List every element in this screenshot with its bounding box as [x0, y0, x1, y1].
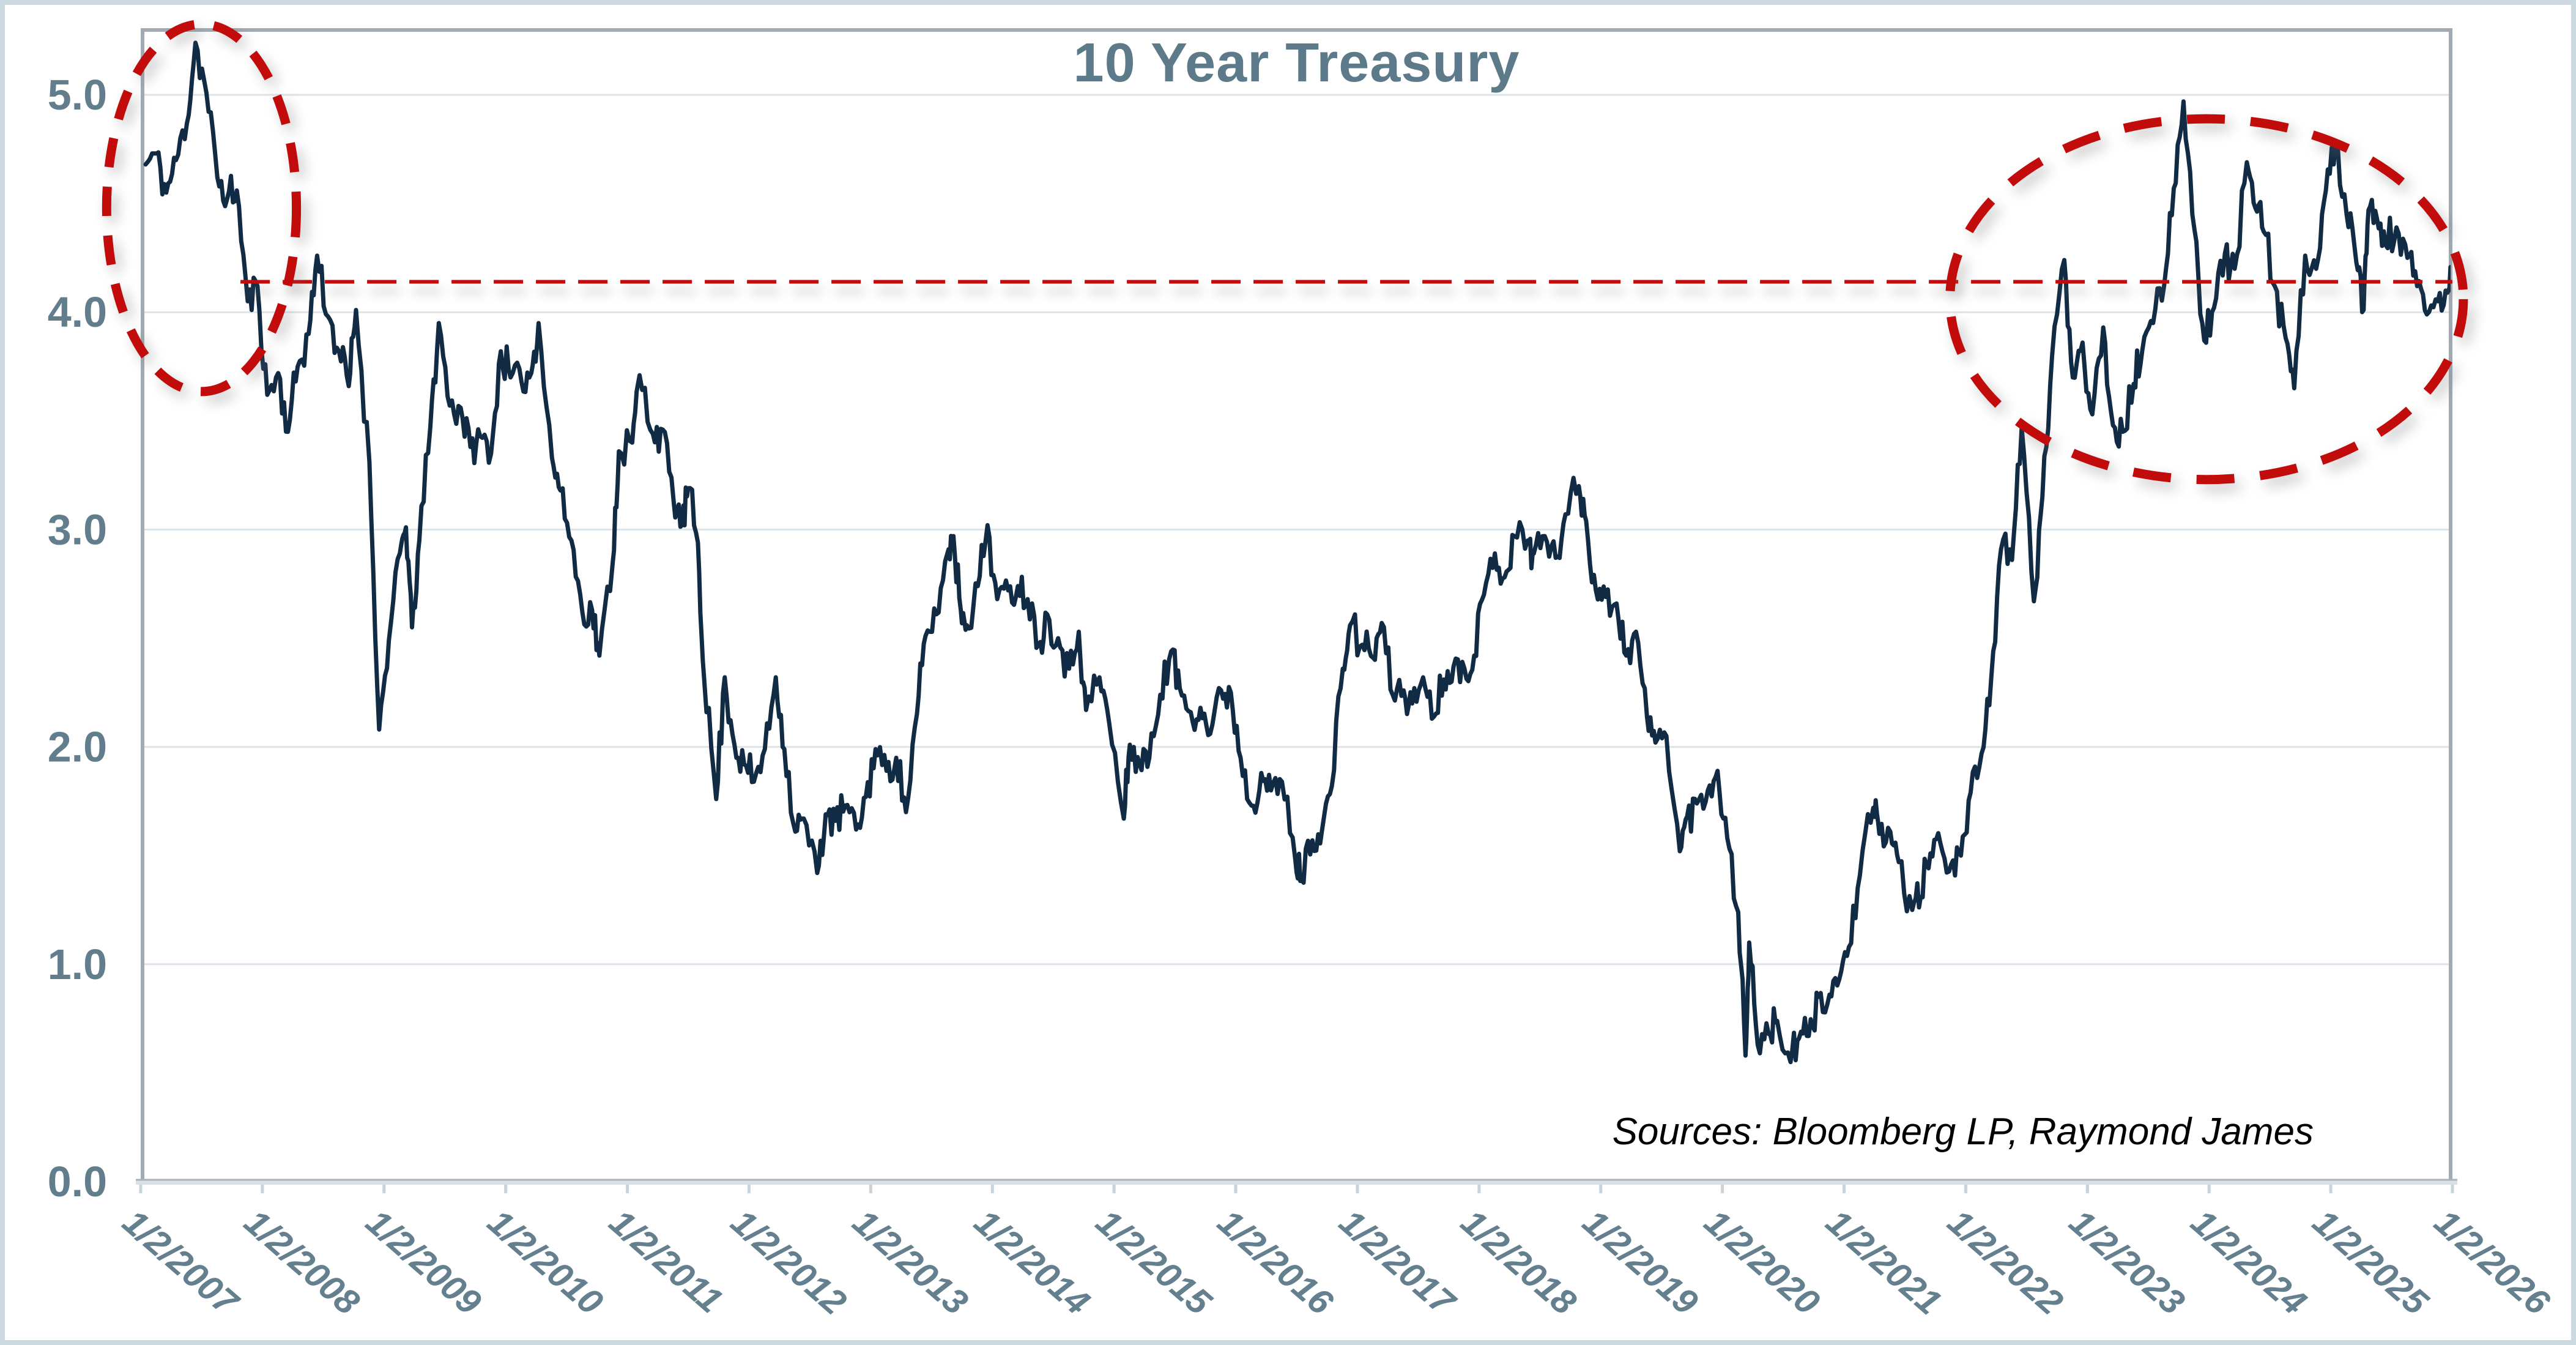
x-axis-label-2022: 1/2/2022 — [1940, 1202, 2071, 1322]
x-axis-label-2011: 1/2/2011 — [602, 1202, 730, 1321]
x-tick-2026 — [2451, 1185, 2454, 1193]
x-tick-2009 — [382, 1185, 386, 1193]
x-tick-2017 — [1356, 1185, 1359, 1193]
x-tick-2024 — [2207, 1185, 2211, 1193]
x-axis-label-2014: 1/2/2014 — [967, 1202, 1097, 1322]
treasury-yield-line — [143, 40, 2451, 1065]
x-axis-label-2007: 1/2/2007 — [115, 1202, 247, 1324]
x-axis-label-2021: 1/2/2021 — [1819, 1202, 1949, 1322]
x-axis-label-2010: 1/2/2010 — [480, 1202, 611, 1322]
x-axis — [136, 1179, 2457, 1193]
x-tick-2013 — [869, 1185, 872, 1193]
yield-line-group — [143, 40, 2451, 1065]
x-axis-label-2025: 1/2/2025 — [2305, 1202, 2436, 1323]
x-axis-label-2015: 1/2/2015 — [1088, 1202, 1219, 1323]
x-axis-label-2024: 1/2/2024 — [2183, 1202, 2314, 1322]
plot-border — [141, 28, 2452, 1182]
y-axis-label-4.0: 4.0 — [48, 288, 107, 336]
y-axis-label-0.0: 0.0 — [48, 1158, 107, 1205]
x-tick-2025 — [2329, 1185, 2333, 1193]
x-axis-label-2009: 1/2/2009 — [358, 1202, 489, 1322]
y-axis-label-5.0: 5.0 — [48, 71, 107, 119]
gridlines — [143, 94, 2451, 966]
x-tick-2015 — [1112, 1185, 1116, 1193]
x-axis-label-2019: 1/2/2019 — [1575, 1202, 1706, 1322]
x-axis-label-2023: 1/2/2023 — [2062, 1202, 2192, 1322]
highlight-ellipse-2022-2025 — [1945, 114, 2468, 485]
x-tick-2022 — [1964, 1185, 1967, 1193]
x-tick-2019 — [1599, 1185, 1603, 1193]
x-tick-2011 — [626, 1185, 629, 1193]
x-axis-labels: 1/2/20071/2/20081/2/20091/2/20101/2/2011… — [115, 1202, 2558, 1324]
x-axis-label-2026: 1/2/2026 — [2427, 1202, 2558, 1323]
y-axis-label-3.0: 3.0 — [48, 505, 107, 553]
x-axis-label-2016: 1/2/2016 — [1210, 1202, 1341, 1323]
x-tick-2021 — [1843, 1185, 1846, 1193]
x-axis-label-2020: 1/2/2020 — [1697, 1202, 1827, 1322]
x-tick-2020 — [1721, 1185, 1724, 1193]
y-axis-label-1.0: 1.0 — [48, 941, 107, 988]
chart-title: 10 Year Treasury — [1073, 32, 1520, 94]
source-note: Sources: Bloomberg LP, Raymond James — [1612, 1111, 2314, 1153]
x-tick-2023 — [2085, 1185, 2089, 1193]
x-tick-2014 — [990, 1185, 994, 1193]
ten-year-treasury-line-chart: 0.01.02.03.04.05.01/2/20071/2/20081/2/20… — [48, 20, 2558, 1324]
x-axis-label-2008: 1/2/2008 — [237, 1202, 368, 1323]
x-tick-2008 — [261, 1185, 264, 1193]
x-axis-label-2018: 1/2/2018 — [1453, 1202, 1584, 1323]
x-tick-2018 — [1477, 1185, 1481, 1193]
x-axis-band — [136, 1179, 2457, 1185]
x-tick-2012 — [747, 1185, 751, 1193]
x-axis-label-2013: 1/2/2013 — [845, 1202, 976, 1322]
x-axis-label-2012: 1/2/2012 — [724, 1202, 854, 1322]
y-axis-labels: 0.0 1.0 2.0 3.0 4.0 5.0 — [48, 71, 107, 1205]
x-tick-2010 — [504, 1185, 508, 1193]
x-tick-2016 — [1234, 1185, 1238, 1193]
highlight-ellipse-2007 — [102, 20, 302, 397]
x-tick-2007 — [139, 1185, 143, 1193]
y-axis-label-2.0: 2.0 — [48, 723, 107, 771]
x-axis-label-2017: 1/2/2017 — [1332, 1202, 1463, 1324]
